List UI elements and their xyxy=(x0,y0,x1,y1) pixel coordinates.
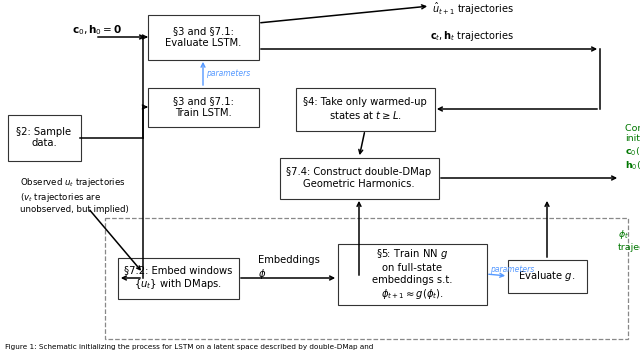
FancyBboxPatch shape xyxy=(147,15,259,59)
Text: §5: Train NN $g$
on full-state
embeddings s.t.
$\phi_{t+1} \approx g(\phi_t)$.: §5: Train NN $g$ on full-state embedding… xyxy=(372,247,452,300)
Text: parameters: parameters xyxy=(206,69,250,78)
Text: §3 and §7.1:
Train LSTM.: §3 and §7.1: Train LSTM. xyxy=(173,96,234,118)
FancyBboxPatch shape xyxy=(118,257,239,298)
Text: Embeddings
$\phi$: Embeddings $\phi$ xyxy=(258,255,320,281)
FancyBboxPatch shape xyxy=(280,157,438,199)
Text: Observed $u_t$ trajectories
($v_t$ trajectories are
unobserved, but implied): Observed $u_t$ trajectories ($v_t$ traje… xyxy=(20,176,129,214)
FancyBboxPatch shape xyxy=(147,88,259,126)
Text: Figure 1: Schematic initializing the process for LSTM on a latent space describe: Figure 1: Schematic initializing the pro… xyxy=(5,344,373,350)
Text: $\mathbf{c}_t, \mathbf{h}_t$ trajectories: $\mathbf{c}_t, \mathbf{h}_t$ trajectorie… xyxy=(430,29,514,43)
Text: $\mathbf{c}_0, \mathbf{h}_0 = \mathbf{0}$: $\mathbf{c}_0, \mathbf{h}_0 = \mathbf{0}… xyxy=(72,23,122,37)
Text: §2: Sample
data.: §2: Sample data. xyxy=(17,127,72,148)
FancyBboxPatch shape xyxy=(296,88,435,131)
Text: Evaluate $g$.: Evaluate $g$. xyxy=(518,269,575,283)
Text: $\hat{u}_{t+1}$ trajectories: $\hat{u}_{t+1}$ trajectories xyxy=(432,1,514,17)
Text: parameters: parameters xyxy=(490,265,534,273)
Text: Consistent LSTM
initializations
$\mathbf{c}_0(\{u_t\})$
$\mathbf{h}_0(\{u_t\})$: Consistent LSTM initializations $\mathbf… xyxy=(625,124,640,172)
FancyBboxPatch shape xyxy=(337,244,486,304)
FancyBboxPatch shape xyxy=(508,260,586,293)
Text: §4: Take only warmed-up
states at $t \geq L$.: §4: Take only warmed-up states at $t \ge… xyxy=(303,97,427,121)
Text: $\phi_t$
trajectories: $\phi_t$ trajectories xyxy=(618,228,640,252)
Text: §7.2: Embed windows
$\{u_t\}$ with DMaps.: §7.2: Embed windows $\{u_t\}$ with DMaps… xyxy=(124,265,232,291)
Text: §3 and §7.1:
Evaluate LSTM.: §3 and §7.1: Evaluate LSTM. xyxy=(165,26,241,48)
FancyBboxPatch shape xyxy=(8,115,81,161)
Text: §7.4: Construct double-DMap
Geometric Harmonics.: §7.4: Construct double-DMap Geometric Ha… xyxy=(287,167,431,189)
